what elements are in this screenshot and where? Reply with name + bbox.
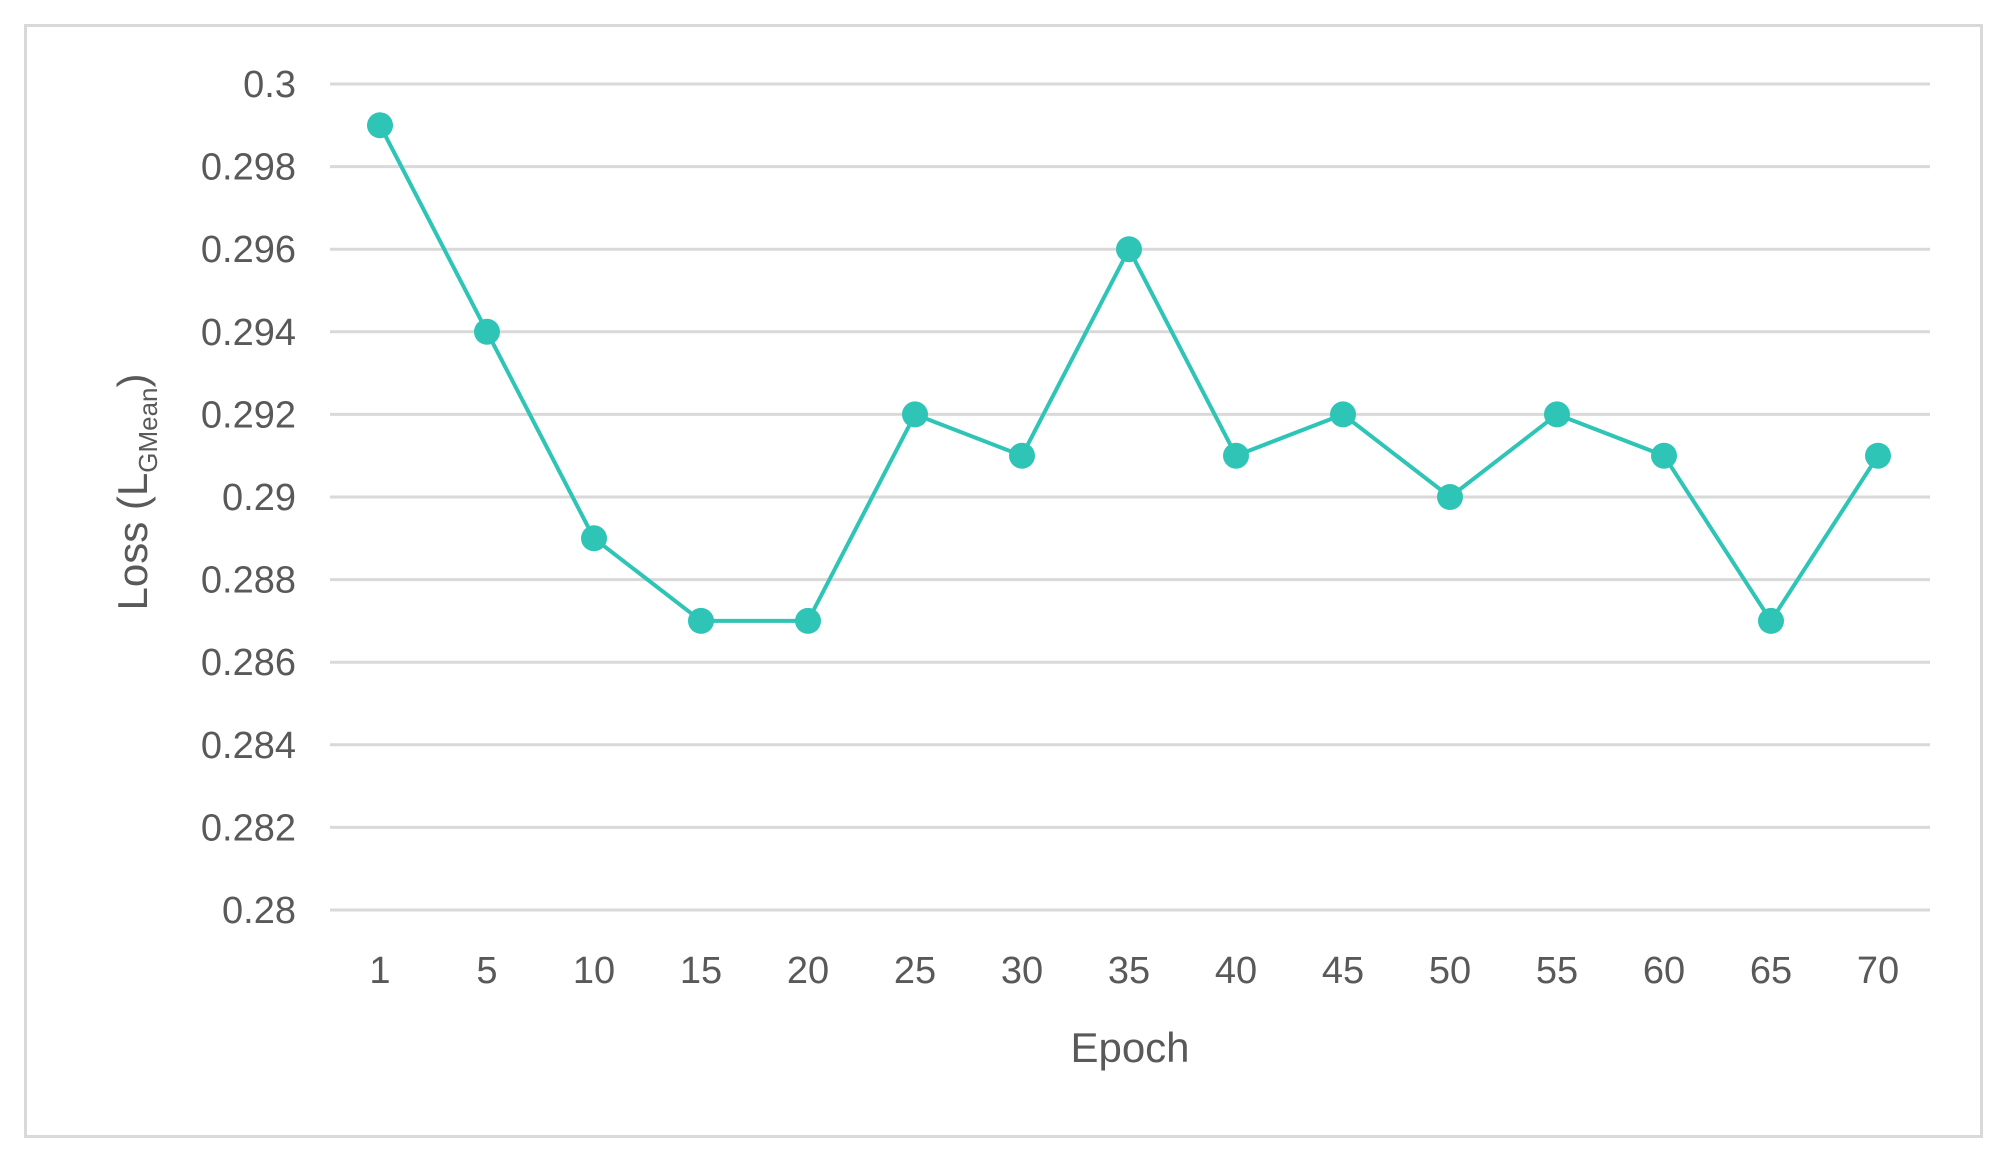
x-tick-label: 40 bbox=[1215, 950, 1257, 992]
data-point-70 bbox=[1865, 442, 1891, 469]
data-point-55 bbox=[1544, 401, 1570, 428]
y-tick-label: 0.282 bbox=[201, 807, 296, 849]
y-tick-label: 0.292 bbox=[201, 394, 296, 436]
y-tick-label: 0.298 bbox=[201, 147, 296, 189]
y-axis-title-close: ) bbox=[109, 374, 156, 388]
y-tick-label: 0.3 bbox=[243, 64, 296, 106]
data-point-15 bbox=[688, 607, 714, 634]
data-point-45 bbox=[1330, 401, 1356, 428]
x-tick-label: 5 bbox=[476, 950, 497, 992]
x-tick-label: 55 bbox=[1536, 950, 1578, 992]
x-tick-label: 30 bbox=[1001, 950, 1043, 992]
series-layer bbox=[378, 124, 1880, 625]
x-tick-label: 35 bbox=[1108, 950, 1150, 992]
x-tick-label: 60 bbox=[1643, 950, 1685, 992]
x-tick-label: 10 bbox=[573, 950, 615, 992]
y-tick-label: 0.286 bbox=[201, 642, 296, 684]
y-tick-label: 0.28 bbox=[222, 890, 296, 932]
data-point-5 bbox=[474, 318, 500, 345]
series-line bbox=[378, 124, 1880, 625]
data-point-20 bbox=[795, 607, 821, 634]
data-point-50 bbox=[1437, 484, 1463, 510]
y-tick-label: 0.294 bbox=[201, 312, 296, 354]
y-tick-label: 0.29 bbox=[222, 477, 296, 519]
y-tick-label: 0.296 bbox=[201, 229, 296, 271]
series-markers bbox=[367, 112, 1891, 634]
x-tick-label: 15 bbox=[680, 950, 722, 992]
data-point-65 bbox=[1758, 607, 1784, 634]
y-tick-label: 0.284 bbox=[201, 725, 296, 767]
y-axis-title-main: Loss (L bbox=[109, 473, 156, 611]
x-tick-label: 1 bbox=[369, 950, 390, 992]
y-axis-title-subscript: GMean bbox=[133, 388, 163, 473]
data-point-35 bbox=[1116, 236, 1142, 263]
x-tick-label: 70 bbox=[1857, 950, 1899, 992]
x-tick-label: 50 bbox=[1429, 950, 1471, 992]
data-point-30 bbox=[1009, 442, 1035, 469]
y-tick-label: 0.288 bbox=[201, 560, 296, 602]
data-point-25 bbox=[902, 401, 928, 428]
data-point-10 bbox=[581, 525, 607, 552]
x-tick-label: 45 bbox=[1322, 950, 1364, 992]
data-point-40 bbox=[1223, 442, 1249, 469]
data-point-60 bbox=[1651, 442, 1677, 469]
x-tick-label: 25 bbox=[894, 950, 936, 992]
y-axis-title: Loss (LGMean) bbox=[109, 374, 163, 611]
x-axis-title: Epoch bbox=[1070, 1024, 1189, 1071]
x-tick-label: 20 bbox=[787, 950, 829, 992]
data-point-1 bbox=[367, 112, 393, 139]
x-tick-label: 65 bbox=[1750, 950, 1792, 992]
x-axis-ticks: 1 5 10 15 20 25 30 35 40 45 50 55 60 65 70 bbox=[369, 950, 1899, 992]
y-axis-ticks: 0.28 0.282 0.284 0.286 0.288 0.29 0.292 0.294 0.… bbox=[201, 64, 296, 932]
